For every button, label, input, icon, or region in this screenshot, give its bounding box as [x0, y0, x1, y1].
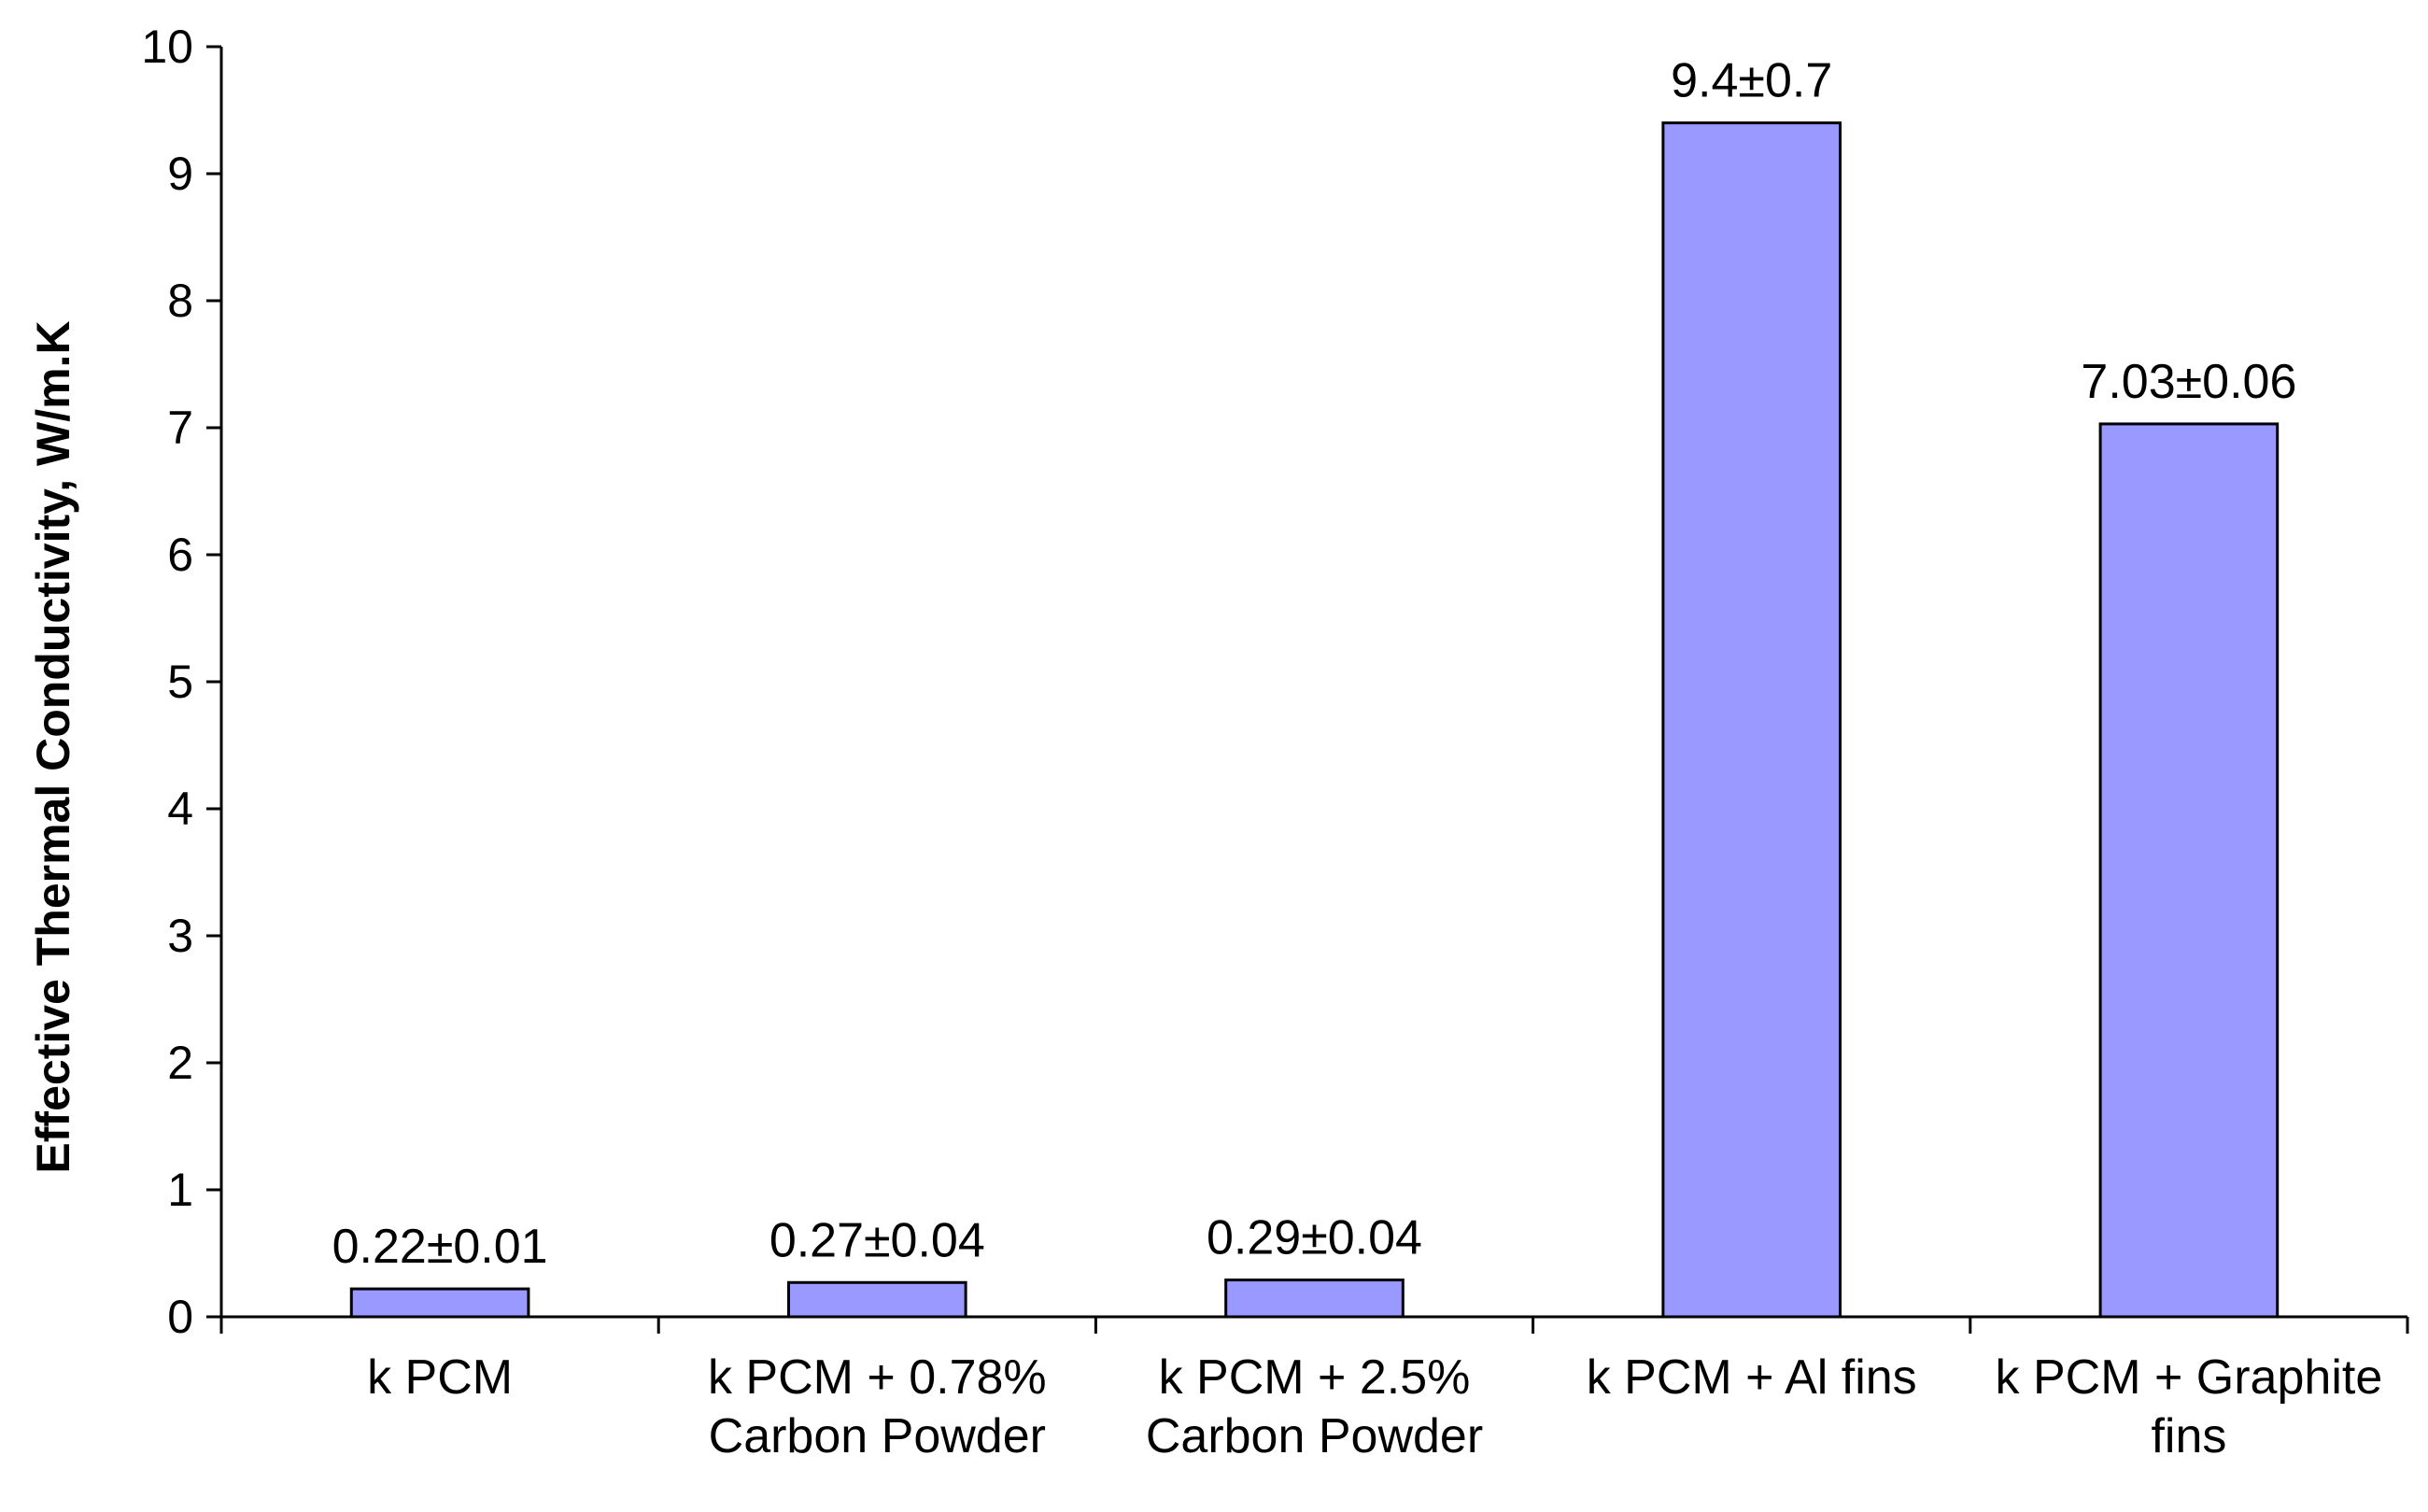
x-category-label: Carbon Powder	[1146, 1409, 1483, 1463]
bar	[786, 1280, 967, 1319]
data-label: 9.4±0.7	[1671, 54, 1832, 108]
bar	[1661, 121, 1842, 1319]
y-axis-title: Effective Thermal Conductivity, W/m.K	[27, 320, 79, 1173]
x-category-label: k PCM + Graphite	[1996, 1350, 2383, 1405]
x-category-label: Carbon Powder	[709, 1409, 1046, 1463]
y-tick-label: 9	[167, 148, 193, 200]
y-tick-label: 5	[167, 656, 193, 708]
y-tick-label: 1	[167, 1164, 193, 1216]
x-category-label: k PCM	[367, 1350, 513, 1405]
data-label: 0.22±0.01	[332, 1220, 548, 1274]
x-category-label: k PCM + Al fins	[1587, 1350, 1917, 1405]
bar	[1224, 1279, 1405, 1319]
x-category-label: fins	[2151, 1409, 2226, 1463]
bar	[349, 1287, 530, 1319]
y-tick-label: 7	[167, 402, 193, 454]
data-label: 7.03±0.06	[2081, 355, 2296, 409]
y-tick-label: 0	[167, 1291, 193, 1343]
y-tick-label: 2	[167, 1037, 193, 1089]
x-category-label: k PCM + 2.5%	[1159, 1350, 1471, 1405]
y-tick-label: 4	[167, 783, 193, 835]
bar	[2098, 422, 2280, 1319]
bars-layer	[349, 121, 2280, 1319]
y-tick-label: 8	[167, 275, 193, 327]
y-tick-label: 10	[141, 21, 193, 73]
y-tick-label: 3	[167, 910, 193, 962]
labels-layer: 0.22±0.01 0.27±0.04 0.29±0.04 9.4±0.7 7.03±0…	[141, 21, 2382, 1463]
data-label: 0.29±0.04	[1207, 1211, 1422, 1265]
data-label: 0.27±0.04	[769, 1213, 985, 1267]
axes-layer	[206, 45, 2409, 1334]
y-tick-label: 6	[167, 529, 193, 581]
x-category-label: k PCM + 0.78%	[708, 1350, 1047, 1405]
